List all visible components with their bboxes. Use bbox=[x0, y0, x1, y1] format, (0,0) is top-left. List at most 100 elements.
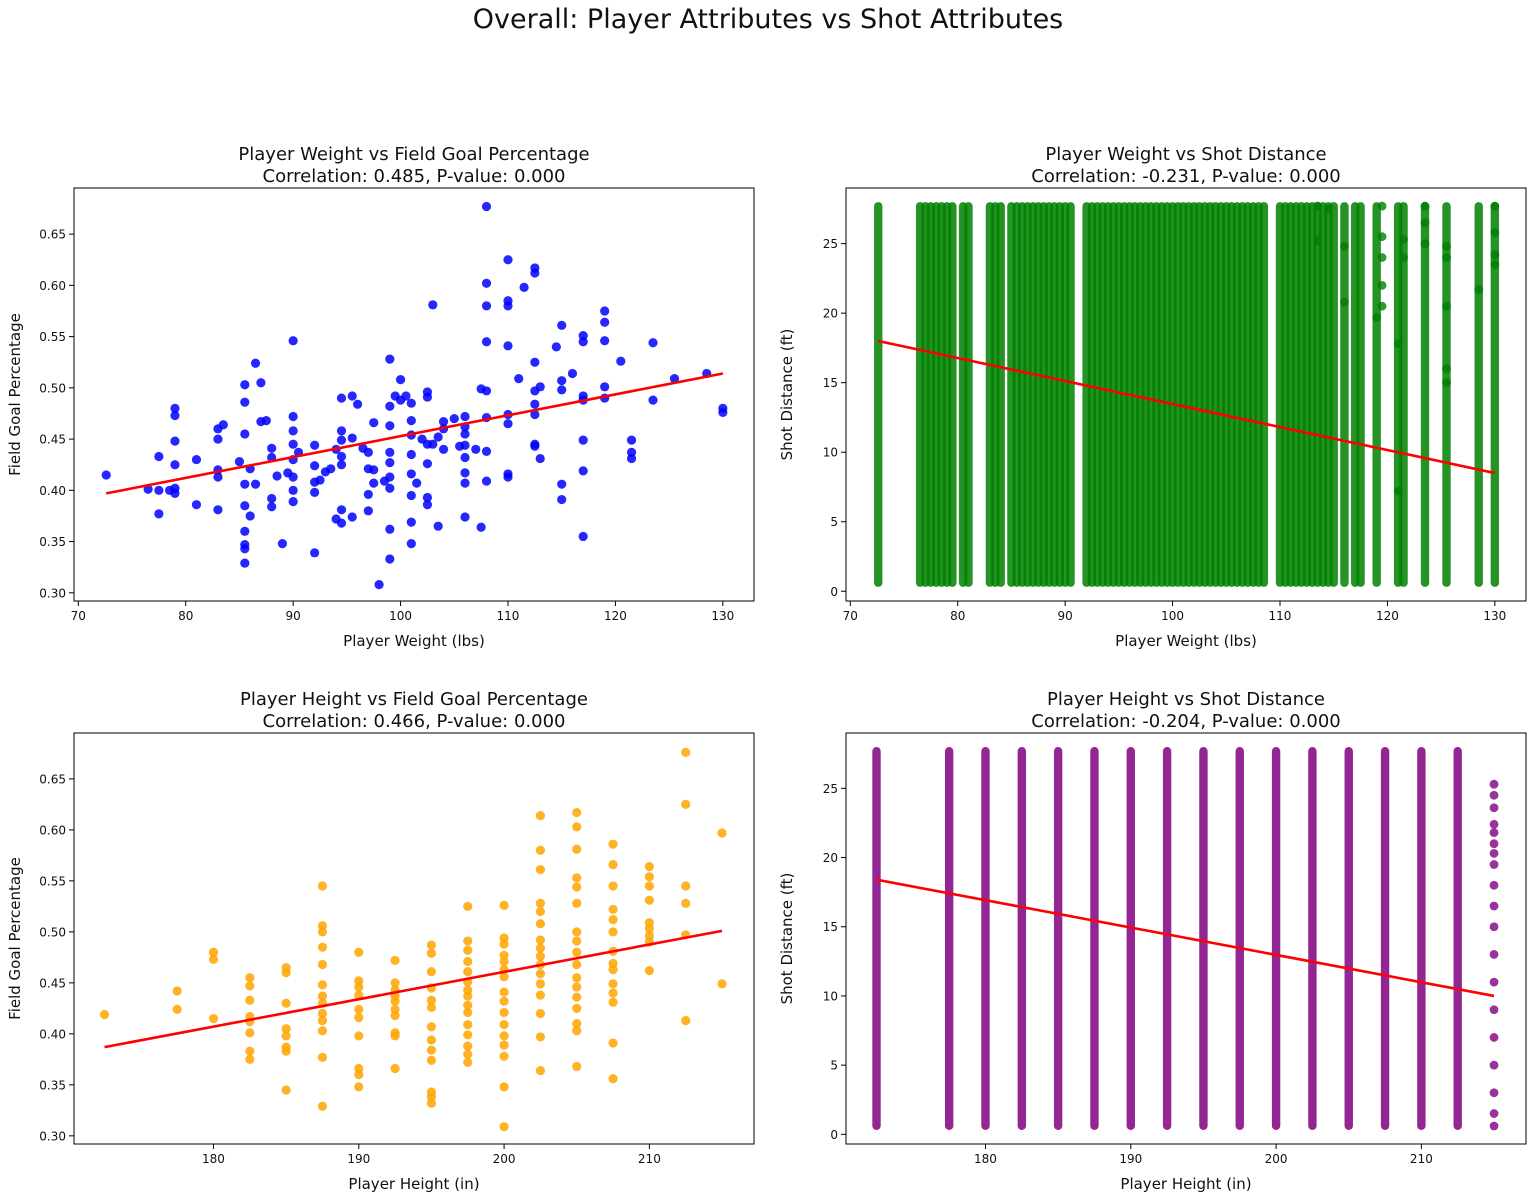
data-point bbox=[644, 895, 654, 905]
data-point bbox=[1323, 204, 1333, 214]
data-point bbox=[385, 554, 395, 564]
data-point bbox=[317, 1052, 328, 1062]
plot-frame bbox=[73, 732, 755, 1145]
data-point bbox=[481, 201, 492, 212]
x-tick-label: 100 bbox=[1161, 609, 1184, 623]
data-point bbox=[317, 1008, 328, 1019]
data-point bbox=[406, 469, 416, 479]
x-tick-label: 120 bbox=[1376, 609, 1399, 623]
data-point bbox=[535, 1032, 546, 1042]
data-point bbox=[353, 399, 363, 409]
data-point bbox=[463, 901, 473, 911]
data-point bbox=[422, 459, 433, 469]
data-point bbox=[281, 1024, 291, 1034]
data-point-stripe bbox=[1329, 202, 1338, 587]
x-tick-label: 90 bbox=[286, 609, 301, 623]
data-point bbox=[535, 382, 545, 392]
data-point bbox=[1399, 253, 1408, 262]
data-point bbox=[317, 959, 328, 970]
x-tick-label: 80 bbox=[178, 609, 193, 623]
data-point bbox=[1490, 260, 1500, 269]
data-point bbox=[281, 1085, 291, 1095]
data-point bbox=[535, 943, 546, 953]
data-point-stripe bbox=[1199, 746, 1208, 1131]
data-point bbox=[1489, 880, 1499, 890]
data-point bbox=[503, 341, 513, 351]
data-point bbox=[213, 434, 223, 444]
data-point-stripe bbox=[1356, 202, 1365, 587]
trend-line bbox=[105, 372, 724, 495]
data-point-stripe bbox=[1308, 746, 1317, 1131]
data-point-stripe bbox=[981, 746, 990, 1131]
data-point bbox=[363, 506, 373, 516]
data-point bbox=[245, 1046, 255, 1056]
plot-frame bbox=[845, 732, 1527, 1145]
data-point bbox=[1377, 253, 1387, 262]
data-point-stripe bbox=[944, 746, 954, 1131]
data-point bbox=[608, 859, 618, 870]
y-tick-label: 25 bbox=[823, 237, 838, 251]
data-point bbox=[154, 509, 164, 519]
data-point bbox=[535, 919, 546, 929]
y-tick-label: 0.30 bbox=[39, 586, 66, 600]
data-point bbox=[1489, 790, 1499, 800]
data-point bbox=[530, 441, 540, 451]
data-point bbox=[1489, 1109, 1499, 1118]
data-point bbox=[1377, 301, 1387, 311]
plot-area bbox=[874, 201, 1500, 587]
data-point bbox=[1489, 803, 1499, 813]
data-point bbox=[317, 980, 328, 990]
data-point bbox=[1393, 486, 1403, 496]
data-point bbox=[535, 1065, 546, 1076]
data-point bbox=[608, 839, 618, 849]
chart-weight-vs-distance: Player Weight vs Shot DistanceCorrelatio… bbox=[778, 144, 1527, 650]
data-point bbox=[481, 301, 492, 311]
data-point bbox=[530, 268, 540, 278]
data-point bbox=[463, 936, 473, 946]
data-point bbox=[1489, 1005, 1499, 1015]
data-point bbox=[503, 472, 513, 482]
data-point bbox=[1420, 239, 1430, 249]
data-point bbox=[481, 476, 492, 486]
data-point bbox=[572, 947, 582, 957]
data-point bbox=[336, 505, 347, 515]
x-tick-label: 200 bbox=[493, 1152, 516, 1166]
data-point bbox=[170, 410, 180, 421]
data-point bbox=[1489, 828, 1499, 838]
data-point bbox=[426, 995, 437, 1005]
data-point bbox=[317, 1101, 328, 1111]
data-point bbox=[463, 956, 473, 967]
data-point bbox=[428, 300, 438, 310]
data-point bbox=[369, 478, 379, 488]
data-point bbox=[463, 1007, 473, 1018]
data-point bbox=[1489, 819, 1499, 829]
data-point bbox=[1340, 297, 1349, 307]
data-point bbox=[608, 979, 618, 989]
data-point bbox=[208, 1013, 219, 1024]
data-point bbox=[499, 900, 509, 910]
trend-line bbox=[876, 878, 1495, 998]
x-tick-label: 130 bbox=[1483, 609, 1506, 623]
data-point bbox=[385, 472, 395, 482]
data-point bbox=[172, 986, 182, 996]
data-point bbox=[1393, 339, 1403, 349]
plot-area bbox=[101, 201, 728, 590]
data-point bbox=[288, 485, 298, 495]
y-tick-label: 0.60 bbox=[39, 823, 66, 837]
y-tick-label: 0.40 bbox=[39, 1027, 66, 1041]
data-point bbox=[438, 444, 449, 454]
data-point bbox=[1489, 1060, 1499, 1070]
data-point bbox=[557, 385, 567, 395]
data-point bbox=[499, 972, 509, 982]
y-tick-label: 0.50 bbox=[39, 925, 66, 939]
chart-height-vs-distance: Player Height vs Shot DistanceCorrelatio… bbox=[778, 689, 1527, 1193]
data-point bbox=[326, 464, 336, 474]
data-point bbox=[426, 1035, 437, 1045]
data-point-stripe bbox=[1380, 746, 1390, 1131]
data-point bbox=[578, 337, 588, 347]
y-tick-label: 15 bbox=[823, 920, 838, 934]
data-point bbox=[281, 968, 291, 978]
plot-area bbox=[872, 746, 1499, 1131]
data-point-stripe bbox=[872, 746, 881, 1131]
data-point bbox=[608, 997, 618, 1007]
